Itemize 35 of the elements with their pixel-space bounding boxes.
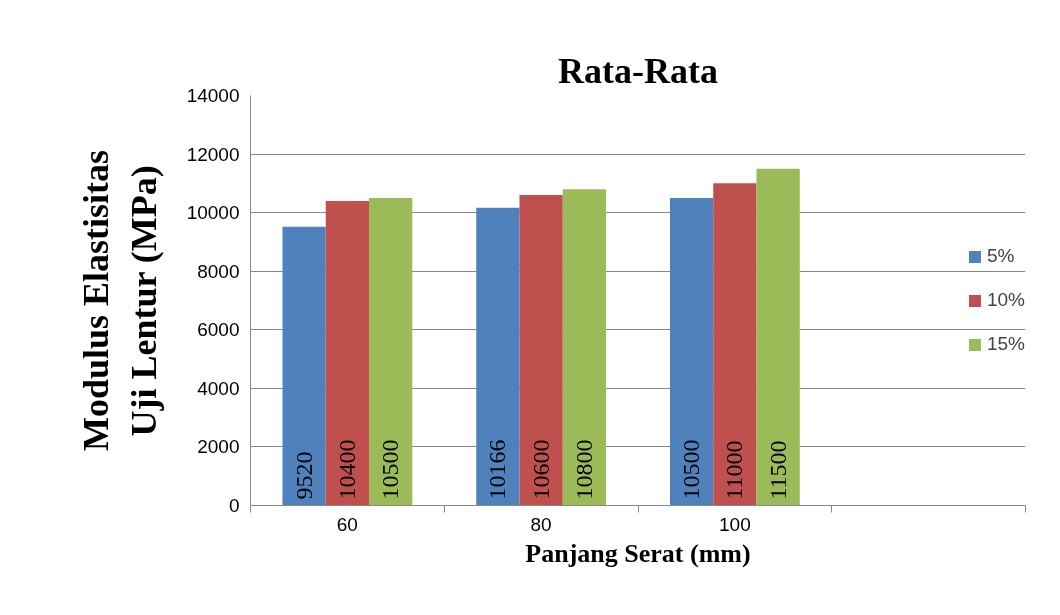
x-tick-label: 100 bbox=[719, 513, 751, 535]
data-label: 10600 bbox=[527, 439, 554, 500]
x-axis-title: Panjang Serat (mm) bbox=[525, 538, 751, 568]
y-tick-label: 4000 bbox=[197, 377, 240, 399]
y-tick-label: 10000 bbox=[186, 202, 240, 224]
bar bbox=[519, 195, 563, 506]
data-label: 10166 bbox=[484, 439, 511, 500]
legend-label: 5% bbox=[986, 245, 1015, 267]
bar bbox=[669, 198, 714, 506]
data-label: 10500 bbox=[678, 439, 705, 500]
y-tick-label: 12000 bbox=[186, 143, 240, 165]
bar bbox=[282, 226, 326, 506]
data-label: 10500 bbox=[377, 439, 404, 500]
legend-label: 10% bbox=[986, 289, 1025, 311]
y-tick-label: 0 bbox=[228, 495, 240, 516]
y-tick-label: 6000 bbox=[197, 319, 240, 341]
bar bbox=[476, 207, 520, 506]
data-label: 10400 bbox=[333, 439, 360, 500]
bar bbox=[713, 183, 757, 506]
data-label: 11000 bbox=[721, 440, 748, 500]
data-label: 11500 bbox=[764, 440, 791, 500]
bar bbox=[325, 200, 370, 506]
bar bbox=[756, 168, 800, 506]
x-tick-label: 80 bbox=[530, 513, 552, 535]
data-label: 9520 bbox=[290, 451, 317, 500]
y-axis-title: Modulus Elastisitas Uji Lentur (MPa) bbox=[75, 149, 164, 452]
y-tick-label: 2000 bbox=[197, 436, 240, 458]
y-tick-label: 8000 bbox=[197, 260, 240, 282]
bar bbox=[369, 198, 413, 506]
data-label: 10800 bbox=[570, 439, 597, 500]
bar bbox=[562, 189, 607, 506]
x-tick-label: 60 bbox=[336, 513, 358, 535]
legend-label: 15% bbox=[986, 333, 1025, 355]
chart-title: Rata-Rata bbox=[558, 50, 718, 91]
y-tick-label: 14000 bbox=[186, 85, 240, 106]
